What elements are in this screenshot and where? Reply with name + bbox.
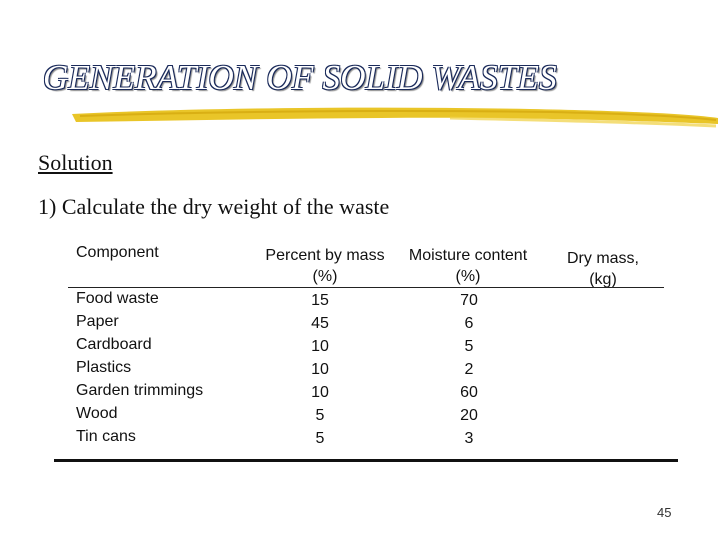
row-component: Plastics <box>76 359 132 376</box>
page-number: 45 <box>657 505 672 520</box>
header-percent-line1: Percent by mass <box>265 247 385 264</box>
row-percent: 5 <box>315 407 325 424</box>
row-moisture: 70 <box>460 292 478 309</box>
bottom-rule <box>54 459 678 462</box>
solution-label: Solution <box>38 150 113 175</box>
slide-title: GENERATION OF SOLID WASTES <box>43 58 557 97</box>
row-moisture: 5 <box>464 338 474 355</box>
row-component: Tin cans <box>76 428 136 445</box>
header-component: Component <box>76 244 159 261</box>
row-percent: 10 <box>311 338 329 355</box>
header-moisture-line2: (%) <box>455 268 481 285</box>
row-moisture: 60 <box>460 384 478 401</box>
row-component: Cardboard <box>76 336 152 353</box>
row-component: Paper <box>76 313 119 330</box>
row-moisture: 20 <box>460 407 478 424</box>
row-percent: 45 <box>311 315 329 332</box>
header-dry-mass-line2: (kg) <box>589 271 617 288</box>
row-percent: 5 <box>315 430 325 447</box>
row-percent: 10 <box>311 361 329 378</box>
waste-table: Component Percent by mass (%) Moisture c… <box>54 240 680 465</box>
header-moisture-line1: Moisture content <box>408 247 528 264</box>
row-moisture: 3 <box>464 430 474 447</box>
row-percent: 10 <box>311 384 329 401</box>
row-component: Wood <box>76 405 118 422</box>
header-rule <box>68 287 664 288</box>
title-underline <box>72 107 718 128</box>
row-component: Food waste <box>76 290 159 307</box>
row-component: Garden trimmings <box>76 382 204 399</box>
row-moisture: 2 <box>464 361 474 378</box>
step-text: 1) Calculate the dry weight of the waste <box>38 194 390 219</box>
row-percent: 15 <box>311 292 329 309</box>
header-dry-mass-line1: Dry mass, <box>567 250 639 267</box>
header-percent-line2: (%) <box>312 268 338 285</box>
row-moisture: 6 <box>464 315 474 332</box>
